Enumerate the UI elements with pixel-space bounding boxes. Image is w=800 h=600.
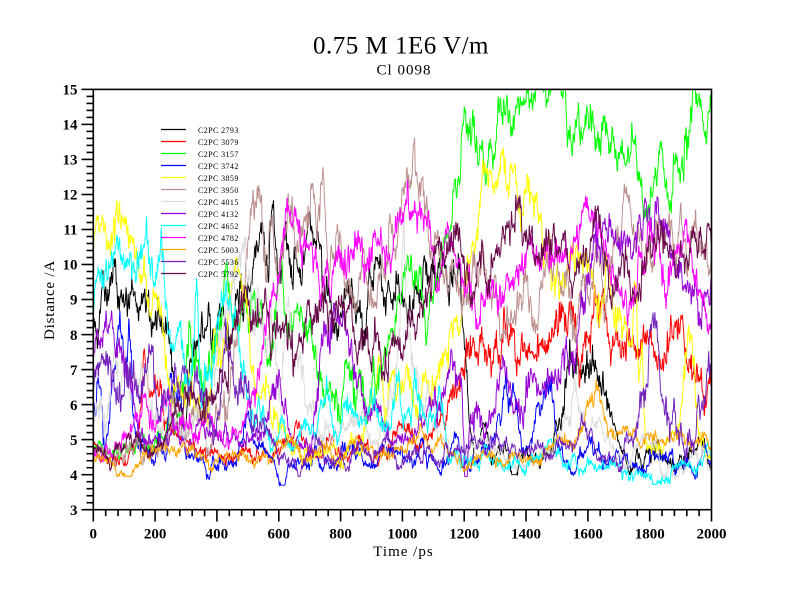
svg-text:14: 14 xyxy=(63,118,79,134)
svg-text:C2PC 3950: C2PC 3950 xyxy=(198,186,239,195)
svg-text:400: 400 xyxy=(206,527,229,543)
svg-text:6: 6 xyxy=(70,398,78,414)
svg-text:7: 7 xyxy=(70,363,78,379)
svg-text:800: 800 xyxy=(329,527,352,543)
svg-text:11: 11 xyxy=(63,223,77,239)
svg-text:1000: 1000 xyxy=(387,527,417,543)
svg-text:1200: 1200 xyxy=(449,527,479,543)
svg-text:10: 10 xyxy=(63,258,78,274)
svg-text:5: 5 xyxy=(70,433,78,449)
svg-text:8: 8 xyxy=(70,328,78,344)
svg-text:3: 3 xyxy=(70,503,78,519)
svg-text:C2PC 2793: C2PC 2793 xyxy=(198,126,239,135)
svg-text:C2PC 4652: C2PC 4652 xyxy=(198,222,239,231)
svg-text:C2PC 3859: C2PC 3859 xyxy=(198,174,239,183)
svg-text:C2PC 4782: C2PC 4782 xyxy=(198,234,239,243)
svg-text:C2PC 3079: C2PC 3079 xyxy=(198,138,239,147)
svg-text:C2PC 4132: C2PC 4132 xyxy=(198,210,239,219)
svg-text:15: 15 xyxy=(63,83,78,99)
svg-text:Time /ps: Time /ps xyxy=(373,544,433,560)
svg-text:C2PC 5003: C2PC 5003 xyxy=(198,246,239,255)
svg-text:4: 4 xyxy=(70,468,78,484)
svg-text:600: 600 xyxy=(268,527,291,543)
svg-text:2000: 2000 xyxy=(697,527,727,543)
svg-text:200: 200 xyxy=(144,527,167,543)
svg-text:Cl 0098: Cl 0098 xyxy=(377,63,432,79)
svg-text:Distance /A: Distance /A xyxy=(42,260,58,340)
svg-text:1800: 1800 xyxy=(635,527,665,543)
svg-text:0: 0 xyxy=(90,527,98,543)
svg-text:0.75 M 1E6 V/m: 0.75 M 1E6 V/m xyxy=(313,33,489,60)
svg-text:13: 13 xyxy=(63,153,78,169)
svg-text:C2PC 5792: C2PC 5792 xyxy=(198,270,239,279)
svg-text:C2PC 5536: C2PC 5536 xyxy=(198,258,239,267)
svg-text:C2PC 3157: C2PC 3157 xyxy=(198,150,239,159)
svg-text:9: 9 xyxy=(70,293,78,309)
svg-text:C2PC 3742: C2PC 3742 xyxy=(198,162,239,171)
svg-text:1400: 1400 xyxy=(511,527,541,543)
svg-text:12: 12 xyxy=(63,188,78,204)
svg-text:1600: 1600 xyxy=(573,527,603,543)
svg-text:C2PC 4015: C2PC 4015 xyxy=(198,198,239,207)
